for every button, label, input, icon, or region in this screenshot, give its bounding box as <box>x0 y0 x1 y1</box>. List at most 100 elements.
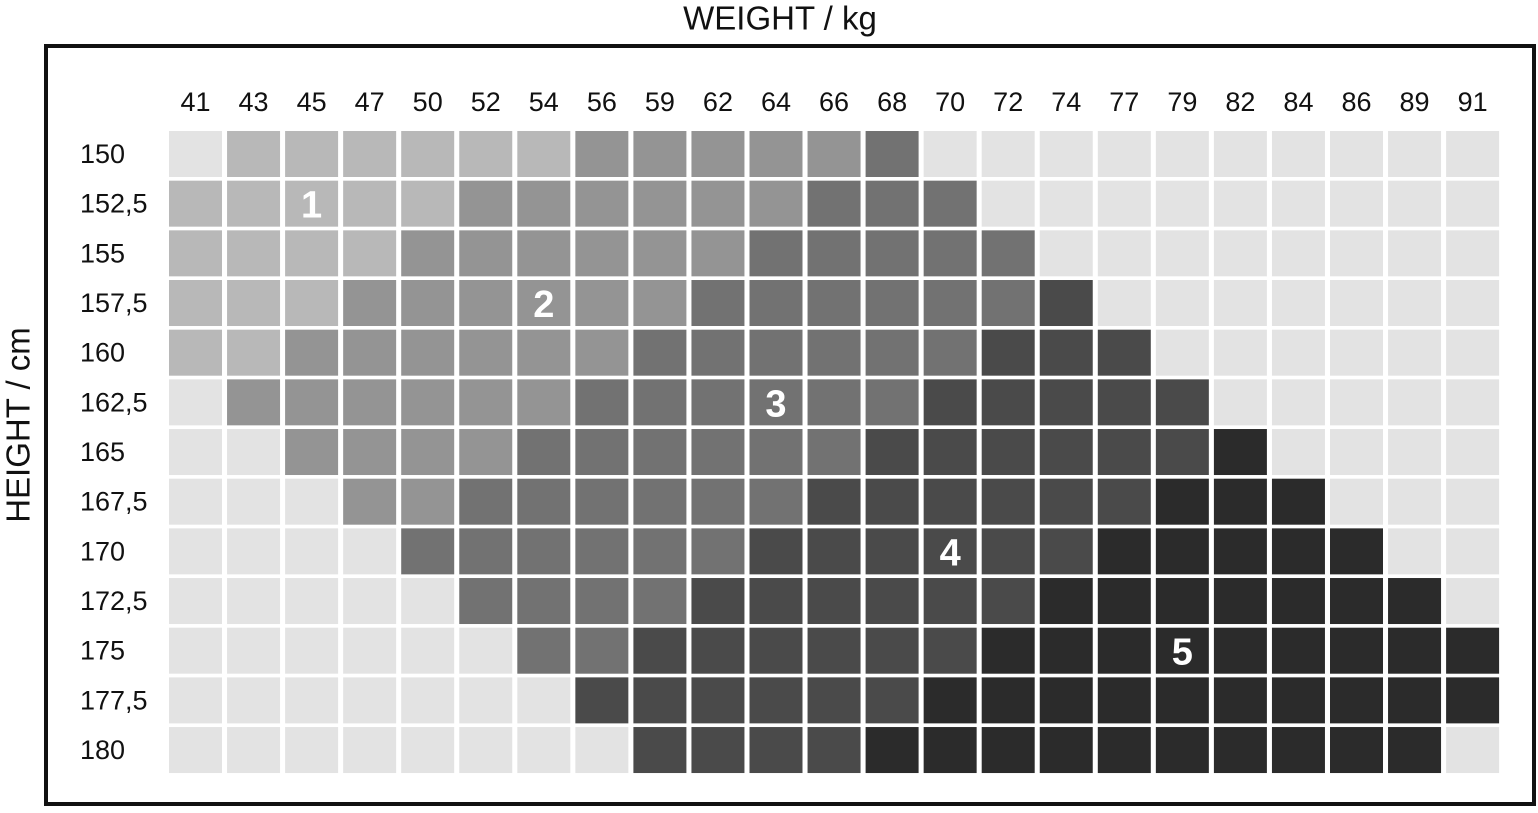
size-cell <box>169 478 222 525</box>
size-cell <box>865 280 919 327</box>
size-cell <box>285 379 339 426</box>
size-cell <box>981 478 1035 525</box>
size-cell <box>517 727 571 774</box>
zone-label: 3 <box>765 383 786 425</box>
size-cell <box>517 677 571 724</box>
size-cell <box>227 727 281 774</box>
size-cell <box>981 379 1035 426</box>
x-axis-title: WEIGHT / kg <box>683 0 877 37</box>
size-cell <box>749 131 803 177</box>
size-cell <box>1388 230 1442 277</box>
size-cell <box>1039 379 1093 426</box>
size-cell <box>1388 329 1442 376</box>
size-cell <box>1446 379 1500 426</box>
height-label: 180 <box>80 735 125 765</box>
size-cell <box>1388 379 1442 426</box>
size-cell <box>1330 578 1383 625</box>
height-label: 175 <box>80 636 125 666</box>
size-cell <box>1097 429 1151 476</box>
zone-label: 2 <box>533 284 554 326</box>
size-cell <box>1271 131 1325 177</box>
height-label: 170 <box>80 536 125 566</box>
size-cell <box>1330 478 1383 525</box>
size-cell <box>1213 627 1267 674</box>
size-cell <box>401 230 455 277</box>
size-cell <box>1155 280 1209 327</box>
size-cell <box>459 230 513 277</box>
size-cell <box>981 727 1035 774</box>
size-cell <box>459 131 513 177</box>
size-cell <box>1446 429 1500 476</box>
size-cell <box>923 478 977 525</box>
weight-label: 59 <box>645 87 675 117</box>
size-cell <box>1330 280 1383 327</box>
size-cell <box>691 180 745 227</box>
weight-label: 79 <box>1167 87 1197 117</box>
size-cell <box>633 230 687 277</box>
size-cell <box>981 329 1035 376</box>
size-cell <box>343 131 397 177</box>
size-cell <box>227 528 281 575</box>
size-cell <box>1039 478 1093 525</box>
size-cell <box>1330 727 1383 774</box>
size-cell <box>285 131 339 177</box>
size-cell <box>1155 329 1209 376</box>
size-cell <box>1271 230 1325 277</box>
height-label: 160 <box>80 338 125 368</box>
size-cell <box>807 578 861 625</box>
size-cell <box>1330 180 1383 227</box>
size-cell <box>1213 180 1267 227</box>
size-cell <box>923 230 977 277</box>
size-cell <box>807 727 861 774</box>
size-cell <box>285 727 339 774</box>
size-cell <box>227 627 281 674</box>
height-label: 150 <box>80 139 125 169</box>
size-cell <box>343 677 397 724</box>
size-cell <box>343 180 397 227</box>
size-cell <box>459 429 513 476</box>
size-cell <box>1097 280 1151 327</box>
size-cell <box>1039 131 1093 177</box>
size-cell <box>459 329 513 376</box>
size-cell <box>865 429 919 476</box>
size-cell <box>865 329 919 376</box>
size-cell <box>285 627 339 674</box>
size-cell <box>517 429 571 476</box>
size-cell <box>1271 578 1325 625</box>
size-cell <box>633 429 687 476</box>
size-cell <box>691 578 745 625</box>
size-cell <box>1213 230 1267 277</box>
size-cell <box>285 478 339 525</box>
size-cell <box>343 627 397 674</box>
size-cell <box>1213 478 1267 525</box>
size-cell <box>169 230 222 277</box>
size-cell <box>1446 478 1500 525</box>
size-cell <box>401 528 455 575</box>
size-cell <box>1155 727 1209 774</box>
weight-label: 56 <box>587 87 617 117</box>
size-cell <box>401 280 455 327</box>
height-label: 167,5 <box>80 487 148 517</box>
size-cell <box>1271 180 1325 227</box>
size-cell <box>1388 429 1442 476</box>
weight-label: 70 <box>935 87 965 117</box>
size-cell <box>749 230 803 277</box>
size-cell <box>401 727 455 774</box>
size-cell <box>517 180 571 227</box>
weight-label: 50 <box>413 87 443 117</box>
size-cell <box>285 329 339 376</box>
size-cell <box>691 280 745 327</box>
size-cell <box>691 627 745 674</box>
size-cell <box>459 677 513 724</box>
size-cell <box>517 627 571 674</box>
size-cell <box>517 280 571 327</box>
size-cell <box>169 131 222 177</box>
size-cell <box>1446 329 1500 376</box>
size-cell <box>227 131 281 177</box>
size-cell <box>343 478 397 525</box>
size-cell <box>1097 478 1151 525</box>
size-cell <box>1039 180 1093 227</box>
zone-label: 5 <box>1172 632 1193 674</box>
size-cell <box>807 677 861 724</box>
height-label: 165 <box>80 437 125 467</box>
